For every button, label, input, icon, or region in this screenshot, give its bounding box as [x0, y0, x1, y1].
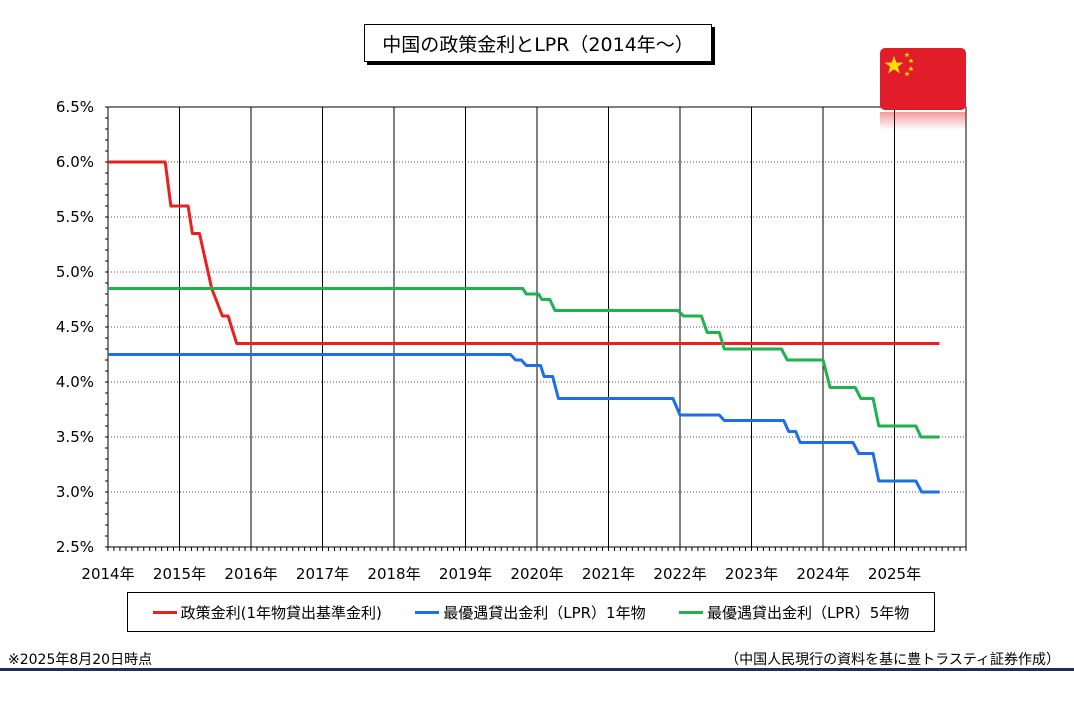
x-tick-label: 2021年: [582, 565, 635, 583]
as-of-date-note: ※2025年8月20日時点: [8, 652, 153, 668]
legend-item-lpr-5y: 最優遇貸出金利（LPR）5年物: [678, 602, 910, 623]
x-tick-label: 2019年: [439, 565, 492, 583]
x-axis-labels: 2014年 2015年 2016年 2017年 2018年 2019年 2020年 2021年…: [81, 565, 921, 583]
x-tick-label: 2017年: [296, 565, 349, 583]
y-tick-label: 4.5%: [56, 318, 94, 336]
x-tick-label: 2018年: [367, 565, 420, 583]
y-tick-label: 6.5%: [56, 98, 94, 116]
x-tick-label: 2015年: [153, 565, 206, 583]
legend-label-policy-rate: 政策金利(1年物貸出基準金利): [180, 603, 382, 622]
china-flag-stars: [884, 52, 914, 77]
source-note: （中国人民現行の資料を基に豊トラスティ証券作成）: [725, 652, 1060, 668]
series-line-lpr-1y: [108, 353, 940, 494]
chart-title-text: 中国の政策金利とLPR（2014年～）: [382, 33, 694, 56]
x-tick-label: 2022年: [653, 565, 706, 583]
y-tick-label: 3.0%: [56, 483, 94, 501]
grid-layer: [105, 106, 967, 551]
legend-item-policy-rate: 政策金利(1年物貸出基準金利): [152, 602, 382, 623]
x-tick-label: 2024年: [796, 565, 849, 583]
x-tick-label: 2020年: [510, 565, 563, 583]
x-tick-label: 2014年: [81, 565, 134, 583]
legend-item-lpr-1y: 最優遇貸出金利（LPR）1年物: [415, 602, 646, 623]
y-axis-labels: 6.5% 6.0% 5.5% 5.0% 4.5% 4.0% 3.5% 3.0% 2.5%: [56, 98, 94, 556]
series-line-lpr-5y: [108, 287, 940, 439]
x-tick-label: 2023年: [725, 565, 778, 583]
legend-label-lpr-1y: 最優遇貸出金利（LPR）1年物: [443, 603, 646, 622]
chart-title: 中国の政策金利とLPR（2014年～）: [364, 24, 712, 62]
y-tick-label: 3.5%: [56, 428, 94, 446]
bottom-rule: [0, 668, 1074, 671]
y-tick-label: 4.0%: [56, 373, 94, 391]
x-tick-label: 2025年: [868, 565, 921, 583]
legend-swatch-policy-rate: [152, 610, 177, 614]
y-tick-label: 2.5%: [56, 538, 94, 556]
y-tick-label: 5.5%: [56, 208, 94, 226]
flag-reflection: [880, 112, 966, 130]
y-tick-label: 6.0%: [56, 153, 94, 171]
x-tick-label: 2016年: [224, 565, 277, 583]
legend-swatch-lpr-1y: [415, 610, 440, 614]
legend-label-lpr-5y: 最優遇貸出金利（LPR）5年物: [706, 603, 910, 622]
y-tick-label: 5.0%: [56, 263, 94, 281]
chart-legend: 政策金利(1年物貸出基準金利) 最優遇貸出金利（LPR）1年物 最優遇貸出金利（…: [127, 592, 935, 632]
china-flag-icon: [880, 48, 966, 110]
legend-swatch-lpr-5y: [678, 610, 703, 614]
series-line-policy-rate: [108, 160, 940, 345]
series-layer: [108, 160, 940, 494]
